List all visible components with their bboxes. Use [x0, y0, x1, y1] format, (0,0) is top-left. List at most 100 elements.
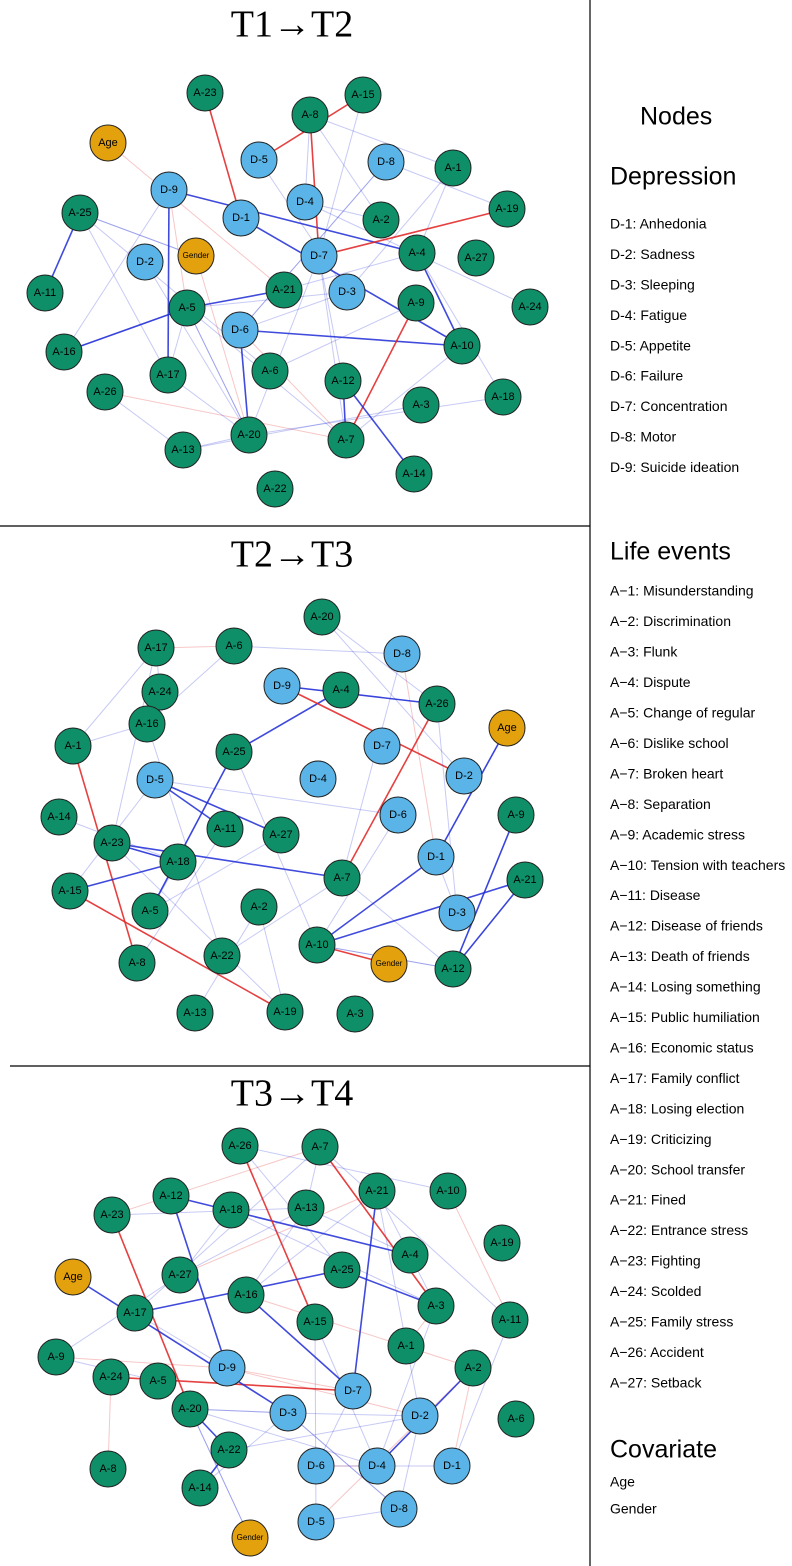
node-label: A-11 — [214, 823, 236, 835]
legend-item: D-5: Appetite — [610, 337, 691, 353]
node-label: A-8 — [128, 957, 145, 969]
node — [287, 1189, 325, 1227]
node — [89, 1450, 127, 1488]
node — [26, 274, 64, 312]
legend-item: A−9: Academic stress — [610, 826, 745, 842]
edge — [72, 1276, 289, 1414]
node-label: D-2 — [136, 256, 154, 268]
node-label: A-3 — [412, 399, 429, 411]
legend-item: A−5: Change of regular — [610, 705, 755, 721]
legend-item: A−17: Family conflict — [610, 1070, 740, 1086]
node — [256, 470, 294, 508]
node — [358, 1447, 396, 1485]
node-label: A-12 — [331, 375, 354, 387]
edge — [79, 212, 169, 376]
node — [149, 356, 187, 394]
legend-item: D-3: Sleeping — [610, 277, 695, 293]
node — [54, 1258, 92, 1296]
node — [370, 945, 408, 983]
node — [230, 416, 268, 454]
node — [141, 673, 179, 711]
edge — [111, 1207, 307, 1216]
node — [367, 143, 405, 181]
edge — [186, 307, 250, 436]
legend-group-title: Life events — [610, 538, 731, 566]
node-label: A-26 — [228, 1140, 251, 1152]
node — [363, 727, 401, 765]
legend-item: D-6: Failure — [610, 368, 683, 384]
edge — [451, 1319, 511, 1467]
node-label: A-17 — [123, 1307, 146, 1319]
node-label: A-2 — [372, 214, 389, 226]
legend-item: A−26: Accident — [610, 1344, 704, 1360]
legend-item: D-2: Sadness — [610, 246, 695, 262]
node — [300, 237, 338, 275]
legend-group-title: Covariate — [610, 1436, 717, 1464]
node-label: A-22 — [217, 1444, 240, 1456]
node — [336, 995, 374, 1033]
node — [221, 311, 259, 349]
node — [168, 289, 206, 327]
node — [362, 201, 400, 239]
edge — [436, 703, 458, 914]
legend-item: A−27: Setback — [610, 1374, 702, 1390]
legend-item: A−13: Death of friends — [610, 948, 750, 964]
edge — [245, 1294, 474, 1369]
node-label: D-8 — [390, 1503, 408, 1515]
node-label: D-2 — [411, 1410, 429, 1422]
legend-item: D-4: Fatigue — [610, 307, 687, 323]
panel-title: T2→T3 — [231, 534, 353, 576]
edge — [189, 1408, 378, 1467]
node-label: A-11 — [34, 287, 56, 299]
node-label: A-2 — [250, 901, 267, 913]
edge — [136, 828, 226, 964]
node — [324, 362, 362, 400]
node — [137, 629, 175, 667]
node-label: A-5 — [178, 302, 195, 314]
node — [54, 727, 92, 765]
node-label: A-10 — [305, 939, 328, 951]
nodes: A-23 Age A-8 A-15 D-5 D-8 A-1 D-9 D-4 D-1 A-2 A-19 A… — [26, 74, 549, 1557]
node-label: A-22 — [263, 483, 286, 495]
node-label: A-21 — [513, 874, 536, 886]
edge — [111, 842, 343, 879]
legend-item: A−7: Broken heart — [610, 765, 723, 781]
legend-item: A−23: Fighting — [610, 1253, 701, 1269]
edge — [248, 255, 320, 436]
edge — [239, 329, 463, 347]
edge — [144, 261, 250, 436]
node — [177, 237, 215, 275]
node-label: A-17 — [156, 369, 179, 381]
edge — [309, 114, 382, 221]
edge — [452, 814, 517, 970]
legend-item: A−8: Separation — [610, 796, 711, 812]
edge — [233, 645, 403, 655]
node-label: A-1 — [397, 1340, 414, 1352]
node-label: A-4 — [332, 684, 349, 696]
node-label: A-12 — [159, 1190, 182, 1202]
edge — [281, 685, 438, 705]
node — [93, 824, 131, 862]
edge — [248, 396, 504, 436]
node-label: D-9 — [160, 184, 178, 196]
node — [497, 796, 535, 834]
node — [358, 1172, 396, 1210]
legend-item: A−16: Economic status — [610, 1039, 754, 1055]
node — [327, 421, 365, 459]
node-label: D-9 — [273, 680, 291, 692]
node — [323, 859, 361, 897]
node-label: A-26 — [93, 386, 116, 398]
edge — [239, 1145, 449, 1192]
edge — [309, 114, 320, 257]
node — [215, 733, 253, 771]
node-label: A-13 — [183, 1007, 206, 1019]
node-label: Age — [63, 1271, 83, 1283]
edge — [287, 1412, 421, 1417]
edge — [341, 653, 403, 879]
legend-item: A−25: Family stress — [610, 1314, 733, 1330]
edge — [195, 255, 250, 436]
node — [92, 1358, 130, 1396]
node-label: A-6 — [507, 1413, 524, 1425]
edge — [55, 1356, 228, 1369]
